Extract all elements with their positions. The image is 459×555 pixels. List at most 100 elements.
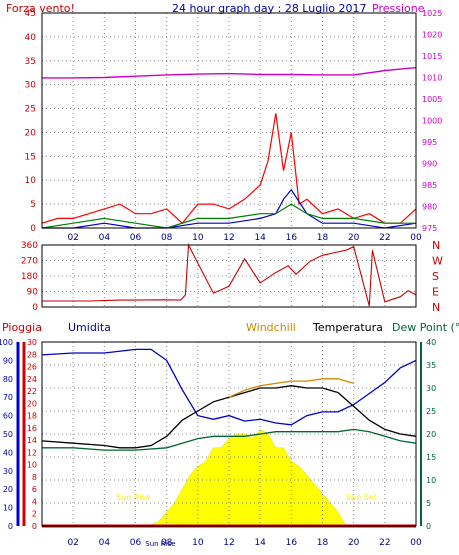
temp-y-tick-label: 15: [426, 453, 436, 462]
wind-x-tick-label: 20: [348, 233, 360, 243]
compass-label-n: N: [432, 301, 440, 314]
wind-x-tick-label: 10: [192, 233, 204, 243]
direction-y-tick-label: 0: [32, 303, 38, 313]
humidity-y-tick-label: 90: [3, 356, 13, 365]
pressure-y-tick-label: 1000: [422, 117, 442, 126]
wind-y-tick-label: 40: [25, 33, 37, 43]
wind-x-tick-label: 04: [99, 233, 111, 243]
humidity-y-tick-label: 30: [3, 467, 13, 476]
temp-x-tick-label: 22: [379, 538, 390, 548]
wind-border: [41, 12, 417, 229]
compass-label-n: N: [432, 239, 440, 252]
temp-y-tick-label: 30: [426, 384, 436, 393]
compass-label-e: E: [432, 286, 439, 299]
wind-y-tick-label: 10: [25, 176, 37, 186]
wind-x-tick-label: 08: [161, 233, 173, 243]
direction-y-tick-label: 270: [21, 257, 38, 267]
compass-label-s: S: [432, 270, 439, 283]
chart-title: 24 hour graph day : 28 Luglio 2017: [172, 2, 367, 15]
temp-x-tick-label: 04: [99, 538, 111, 548]
series-umidita: [41, 348, 417, 426]
wind-pressure-panel: 0510152025303540459759809859909951000100…: [25, 9, 443, 243]
pressure-y-tick-label: 975: [422, 224, 437, 233]
pressure-y-tick-label: 1020: [422, 31, 442, 40]
pressure-y-tick-label: 990: [422, 160, 437, 169]
wind-x-tick-label: 02: [67, 233, 78, 243]
temp-x-tick-label: 02: [67, 538, 78, 548]
pressure-y-tick-label: 1005: [422, 95, 442, 104]
pressure-y-tick-label: 980: [422, 203, 437, 212]
temp-y-tick-label: 10: [426, 476, 436, 485]
wind-y-tick-label: 0: [30, 224, 36, 234]
direction-y-tick-label: 90: [27, 288, 39, 298]
rain-y-tick-label: 16: [27, 424, 37, 433]
wind-x-tick-label: 22: [379, 233, 390, 243]
humidity-y-tick-label: 100: [0, 338, 13, 347]
wind-y-tick-label: 15: [25, 152, 36, 162]
temp-y-tick-label: 0: [426, 522, 431, 531]
sun-set-annotation: Sun Set: [346, 493, 377, 502]
wind-axis-title: Forza vento!: [6, 2, 75, 15]
wind-y-tick-label: 45: [25, 9, 36, 19]
rain-y-tick-label: 2: [32, 510, 37, 519]
wind-x-tick-label: 12: [223, 233, 234, 243]
temp-x-tick-label: 12: [223, 538, 234, 548]
temp-x-tick-label: 08: [161, 538, 173, 548]
temperature-legend: Temperatura: [312, 321, 383, 334]
series-solar-radiation: [147, 429, 347, 527]
rain-y-tick-label: 22: [27, 387, 37, 396]
temp-humidity-panel: 0510152025303540010203040506070809010002…: [0, 338, 436, 548]
pressure-y-tick-label: 995: [422, 138, 437, 147]
rain-y-tick-label: 6: [32, 485, 37, 494]
pressure-axis-title: Pressione: [372, 2, 425, 15]
wind-x-tick-label: 00: [410, 233, 422, 243]
humidity-y-tick-label: 0: [8, 522, 13, 531]
temp-y-tick-label: 40: [426, 338, 436, 347]
series-pressione: [42, 66, 417, 79]
series-dew-point: [42, 428, 417, 451]
humidity-y-tick-label: 60: [3, 412, 13, 421]
temp-x-tick-label: 06: [130, 538, 142, 548]
series-vento-medio: [42, 188, 417, 229]
sun-rise-annotation: Sun Rise: [116, 493, 151, 502]
wind-y-tick-label: 20: [25, 128, 37, 138]
rain-y-tick-label: 12: [27, 448, 37, 457]
temp-x-tick-label: 18: [317, 538, 329, 548]
series-vento: [41, 203, 416, 229]
temp-y-tick-label: 35: [426, 361, 436, 370]
temp-y-tick-label: 20: [426, 430, 436, 439]
pressure-y-tick-label: 1025: [422, 9, 442, 18]
temp-border: [41, 341, 417, 527]
humidity-y-tick-label: 40: [3, 448, 13, 457]
temp-x-tick-label: 16: [286, 538, 298, 548]
sun-rise-marker-label: Sun Rise: [145, 540, 175, 548]
temp-x-tick-label: 20: [348, 538, 360, 548]
humidity-y-tick-label: 50: [3, 430, 13, 439]
dewpoint-legend: Dew Point (°C: [392, 321, 459, 334]
rain-y-tick-label: 20: [27, 399, 37, 408]
rain-y-tick-label: 28: [27, 350, 37, 359]
rain-y-tick-label: 18: [27, 412, 37, 421]
direction-y-tick-label: 180: [21, 272, 38, 282]
humidity-y-tick-label: 70: [3, 393, 13, 402]
wind-y-tick-label: 25: [25, 105, 36, 115]
wind-x-tick-label: 06: [130, 233, 142, 243]
pressure-y-tick-label: 985: [422, 181, 437, 190]
temp-y-tick-label: 5: [426, 499, 431, 508]
rain-y-tick-label: 14: [27, 436, 37, 445]
pressure-y-tick-label: 1010: [422, 74, 442, 83]
humidity-y-tick-label: 80: [3, 375, 13, 384]
wind-y-tick-label: 5: [30, 200, 36, 210]
series-temperatura: [41, 385, 417, 449]
wind-y-tick-label: 30: [25, 81, 37, 91]
wind-y-tick-label: 35: [25, 57, 36, 67]
temp-x-tick-label: 00: [410, 538, 422, 548]
wind-x-tick-label: 14: [254, 233, 266, 243]
windchill-legend: Windchill: [246, 321, 296, 334]
humidity-y-tick-label: 10: [3, 504, 13, 513]
temp-x-tick-label: 14: [254, 538, 266, 548]
wind-x-tick-label: 16: [286, 233, 298, 243]
